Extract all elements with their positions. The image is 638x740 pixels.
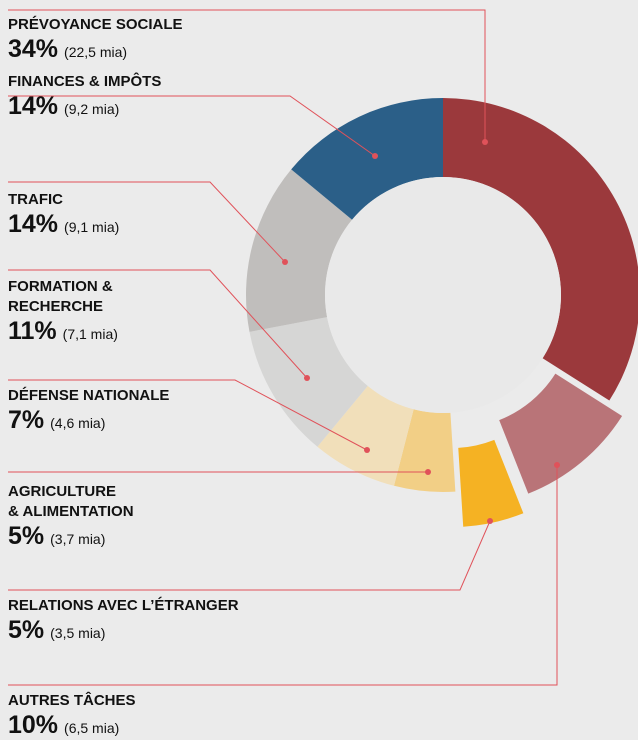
slice xyxy=(443,98,638,401)
percent-label: 5% xyxy=(8,616,45,644)
label: FORMATION & RECHERCHE 11% (7,1 mia) xyxy=(8,277,118,345)
value-row: 5% (3,7 mia) xyxy=(8,522,134,550)
slice xyxy=(249,317,368,447)
leader-dot xyxy=(372,153,378,159)
label: AUTRES TÂCHES 10% (6,5 mia) xyxy=(8,691,136,739)
percent-label: 11% xyxy=(8,317,57,345)
category-label: RELATIONS AVEC L’ÉTRANGER xyxy=(8,597,239,614)
percent-label: 7% xyxy=(8,406,45,434)
leader-line xyxy=(8,9,486,142)
donut-hole xyxy=(325,177,561,413)
leader-dot xyxy=(364,447,370,453)
amount-label: (9,2 mia) xyxy=(64,101,120,117)
amount-label: (9,1 mia) xyxy=(64,219,120,235)
leader-line xyxy=(8,269,308,379)
slice xyxy=(317,385,414,486)
amount-label: (3,7 mia) xyxy=(50,531,106,547)
label: AGRICULTURE & ALIMENTATION 5% (3,7 mia) xyxy=(8,482,134,550)
leader-dot xyxy=(554,462,560,468)
value-row: 10% (6,5 mia) xyxy=(8,711,136,739)
slice xyxy=(246,169,353,332)
amount-label: (6,5 mia) xyxy=(64,720,120,736)
slice xyxy=(291,98,443,220)
value-row: 7% (4,6 mia) xyxy=(8,406,169,434)
category-label: TRAFIC xyxy=(8,191,63,208)
label: DÉFENSE NATIONALE 7% (4,6 mia) xyxy=(8,386,169,434)
amount-label: (4,6 mia) xyxy=(50,415,106,431)
category-label: AGRICULTURE & ALIMENTATION xyxy=(8,483,134,520)
percent-label: 14% xyxy=(8,92,59,120)
label: TRAFIC 14% (9,1 mia) xyxy=(8,190,119,238)
percent-label: 5% xyxy=(8,522,45,550)
category-label: AUTRES TÂCHES xyxy=(8,692,136,709)
label: PRÉVOYANCE SOCIALE 34% (22,5 mia) xyxy=(8,15,183,63)
label: RELATIONS AVEC L’ÉTRANGER 5% (3,5 mia) xyxy=(8,596,239,644)
leader-line xyxy=(8,95,376,157)
leader-dot xyxy=(482,139,488,145)
value-row: 14% (9,2 mia) xyxy=(8,92,161,120)
leader-dot xyxy=(282,259,288,265)
leader-line xyxy=(8,379,368,451)
leader-dot xyxy=(487,518,493,524)
slice xyxy=(394,409,456,492)
value-row: 5% (3,5 mia) xyxy=(8,616,239,644)
category-label: FORMATION & RECHERCHE xyxy=(8,278,113,315)
label: FINANCES & IMPÔTS 14% (9,2 mia) xyxy=(8,72,161,120)
value-row: 34% (22,5 mia) xyxy=(8,35,183,63)
value-row: 14% (9,1 mia) xyxy=(8,210,119,238)
slice xyxy=(458,439,524,527)
leader-line xyxy=(8,465,558,686)
leader-dot xyxy=(425,469,431,475)
amount-label: (3,5 mia) xyxy=(50,625,106,641)
category-label: DÉFENSE NATIONALE xyxy=(8,387,170,404)
value-row: 11% (7,1 mia) xyxy=(8,317,118,345)
amount-label: (22,5 mia) xyxy=(64,44,128,60)
percent-label: 10% xyxy=(8,711,59,739)
leader-line xyxy=(8,520,491,591)
category-label: FINANCES & IMPÔTS xyxy=(8,73,162,90)
percent-label: 14% xyxy=(8,210,59,238)
leader-dot xyxy=(304,375,310,381)
amount-label: (7,1 mia) xyxy=(62,326,118,342)
category-label: PRÉVOYANCE SOCIALE xyxy=(8,16,183,33)
percent-label: 34% xyxy=(8,35,59,63)
leader-line xyxy=(8,181,286,263)
slice xyxy=(499,373,623,494)
